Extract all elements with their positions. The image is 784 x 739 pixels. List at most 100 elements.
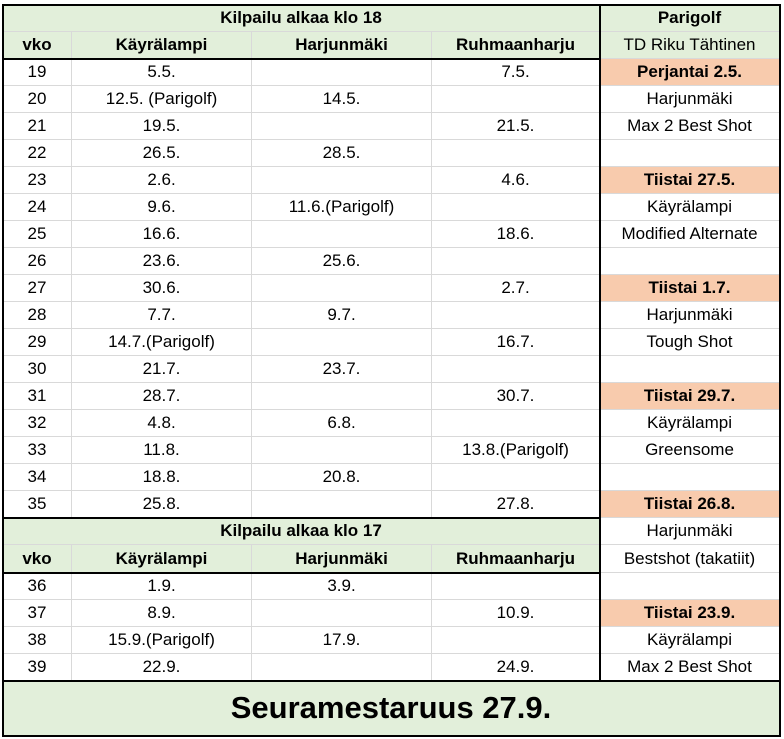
week-cell: 35 (3, 491, 72, 518)
parigolf-cell: Harjunmäki (600, 86, 780, 113)
week-cell: 22 (3, 140, 72, 167)
date-cell: 23.7. (252, 356, 432, 383)
date-cell: 20.8. (252, 464, 432, 491)
week-cell: 32 (3, 410, 72, 437)
date-cell (252, 383, 432, 410)
parigolf-date: Tiistai 1.7. (600, 275, 780, 302)
date-cell (252, 600, 432, 627)
border-line (779, 4, 781, 737)
date-cell: 16.6. (72, 221, 252, 248)
week-cell: 28 (3, 302, 72, 329)
date-cell (252, 113, 432, 140)
date-cell: 30.6. (72, 275, 252, 302)
week-cell: 26 (3, 248, 72, 275)
date-cell (252, 59, 432, 86)
column-header: Ruhmaanharju (432, 32, 600, 59)
date-cell: 11.6.(Parigolf) (252, 194, 432, 221)
parigolf-cell: Greensome (600, 437, 780, 464)
date-cell (252, 167, 432, 194)
date-cell (432, 356, 600, 383)
week-cell: 25 (3, 221, 72, 248)
date-cell: 24.9. (432, 654, 600, 681)
week-cell: 33 (3, 437, 72, 464)
date-cell: 2.7. (432, 275, 600, 302)
week-cell: 31 (3, 383, 72, 410)
date-cell: 6.8. (252, 410, 432, 437)
border-line (599, 4, 601, 682)
parigolf-cell: Harjunmäki (600, 518, 780, 545)
week-cell: 27 (3, 275, 72, 302)
parigolf-cell: Käyrälampi (600, 627, 780, 654)
date-cell: 18.8. (72, 464, 252, 491)
week-cell: 19 (3, 59, 72, 86)
date-cell: 25.8. (72, 491, 252, 518)
date-cell (432, 573, 600, 600)
date-cell (432, 464, 600, 491)
date-cell: 28.7. (72, 383, 252, 410)
date-cell: 1.9. (72, 573, 252, 600)
date-cell (432, 627, 600, 654)
date-cell: 22.9. (72, 654, 252, 681)
parigolf-cell: Modified Alternate (600, 221, 780, 248)
column-header: vko (3, 545, 72, 573)
column-header: Käyrälampi (72, 545, 252, 573)
date-cell: 9.6. (72, 194, 252, 221)
date-cell: 7.7. (72, 302, 252, 329)
parigolf-date: Perjantai 2.5. (600, 59, 780, 86)
parigolf-cell: Harjunmäki (600, 302, 780, 329)
border-line (2, 735, 781, 737)
week-cell: 21 (3, 113, 72, 140)
column-header: Harjunmäki (252, 32, 432, 59)
border-line (2, 572, 601, 574)
week-cell: 38 (3, 627, 72, 654)
date-cell: 5.5. (72, 59, 252, 86)
parigolf-cell: Tough Shot (600, 329, 780, 356)
column-header: Ruhmaanharju (432, 545, 600, 573)
parigolf-cell (600, 464, 780, 491)
parigolf-cell (600, 248, 780, 275)
week-cell: 24 (3, 194, 72, 221)
date-cell: 14.5. (252, 86, 432, 113)
week-cell: 20 (3, 86, 72, 113)
date-cell (432, 410, 600, 437)
date-cell: 3.9. (252, 573, 432, 600)
date-cell: 12.5. (Parigolf) (72, 86, 252, 113)
date-cell: 18.6. (432, 221, 600, 248)
parigolf-subtitle: TD Riku Tähtinen (600, 32, 780, 59)
parigolf-cell: Max 2 Best Shot (600, 654, 780, 681)
parigolf-cell: Käyrälampi (600, 194, 780, 221)
border-line (2, 517, 601, 519)
date-cell: 13.8.(Parigolf) (432, 437, 600, 464)
date-cell (432, 140, 600, 167)
parigolf-cell (600, 356, 780, 383)
date-cell: 2.6. (72, 167, 252, 194)
column-header: Harjunmäki (252, 545, 432, 573)
column-header: Käyrälampi (72, 32, 252, 59)
parigolf-title: Parigolf (600, 5, 780, 32)
footer: Seuramestaruus 27.9. (3, 681, 780, 736)
date-cell: 4.8. (72, 410, 252, 437)
border-line (2, 58, 601, 60)
date-cell: 30.7. (432, 383, 600, 410)
date-cell (432, 302, 600, 329)
date-cell: 26.5. (72, 140, 252, 167)
border-line (2, 4, 781, 6)
date-cell: 17.9. (252, 627, 432, 654)
date-cell (252, 221, 432, 248)
date-cell (432, 194, 600, 221)
week-cell: 36 (3, 573, 72, 600)
date-cell (432, 248, 600, 275)
parigolf-cell: Max 2 Best Shot (600, 113, 780, 140)
border-line (2, 680, 781, 682)
date-cell (252, 329, 432, 356)
date-cell: 25.6. (252, 248, 432, 275)
date-cell: 11.8. (72, 437, 252, 464)
date-cell: 7.5. (432, 59, 600, 86)
date-cell (432, 86, 600, 113)
date-cell: 10.9. (432, 600, 600, 627)
date-cell: 21.7. (72, 356, 252, 383)
date-cell: 9.7. (252, 302, 432, 329)
border-line (2, 4, 4, 737)
column-header: vko (3, 32, 72, 59)
parigolf-cell: Bestshot (takatiit) (600, 545, 780, 573)
